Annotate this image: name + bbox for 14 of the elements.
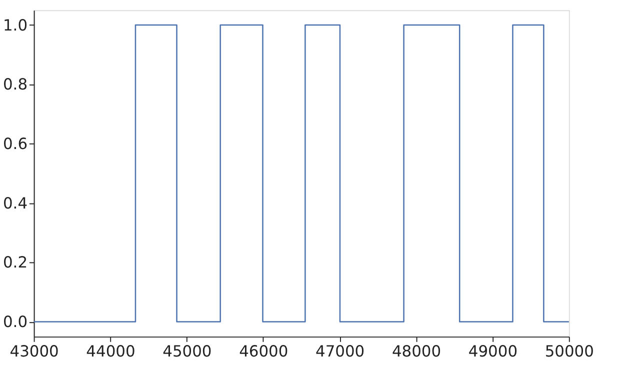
y-tick-label: 0.8 (2, 76, 28, 94)
x-tick-label: 49000 (468, 342, 518, 360)
x-tick-label: 45000 (162, 342, 212, 360)
y-tick-label: 0.0 (2, 313, 28, 332)
y-tick-label: 0.2 (2, 254, 28, 272)
x-tick-label: 44000 (86, 342, 136, 360)
y-tick-label: 0.6 (2, 134, 28, 153)
x-tick-label: 46000 (239, 342, 288, 360)
x-tick-label: 43000 (10, 342, 59, 360)
x-tick-label: 48000 (392, 342, 442, 360)
x-tick-label: 47000 (316, 342, 365, 360)
y-tick-label: 1.0 (2, 16, 28, 34)
x-tick-label: 50000 (544, 342, 594, 360)
y-tick-label: 0.4 (2, 194, 28, 212)
